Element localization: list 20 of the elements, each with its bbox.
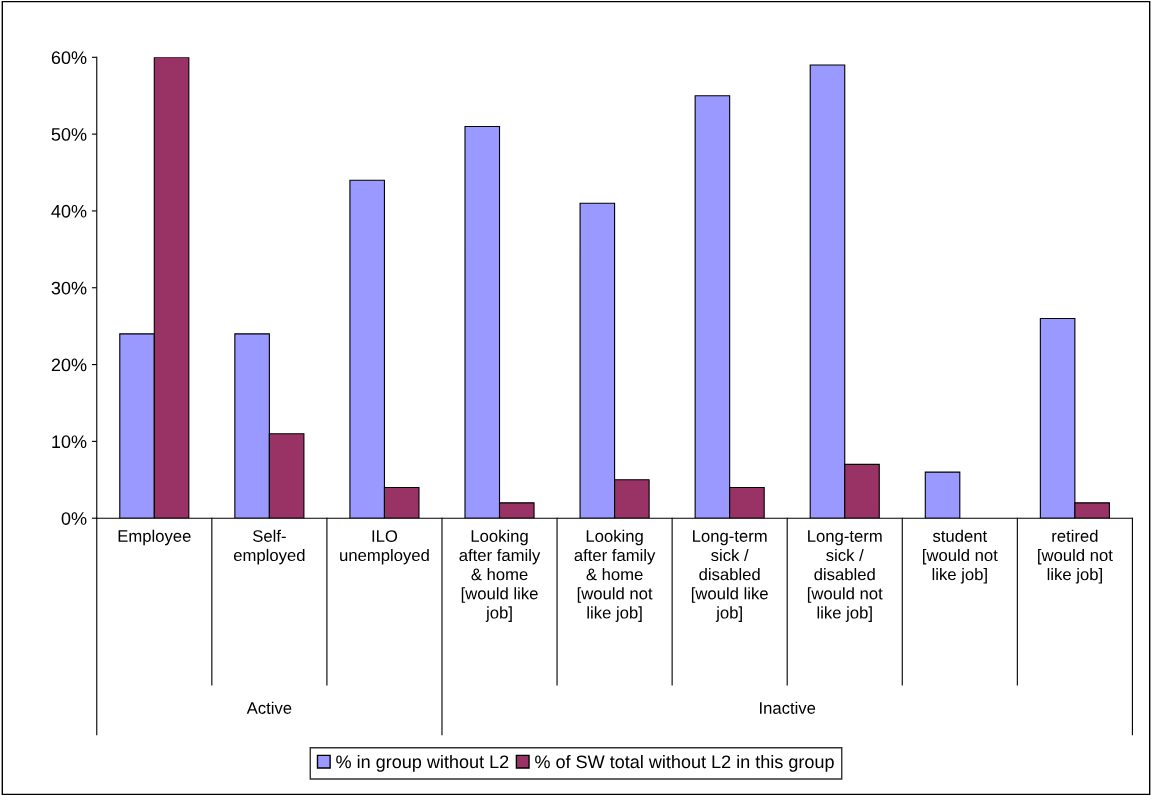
x-tick-label: Self- employed <box>233 529 305 565</box>
legend-label: % in group without L2 <box>336 754 509 772</box>
x-tick-label: student [would not like job] <box>923 529 998 584</box>
x-tick-label: Long-term sick / disabled [would not like job] <box>807 530 883 622</box>
text: Inactive <box>760 701 816 714</box>
x-tick-label: Employee <box>118 529 191 546</box>
x-tick-label: retired [would not like job] <box>1038 529 1113 584</box>
y-tick-label: 10% <box>52 435 87 449</box>
y-tick-label: 0% <box>61 512 87 525</box>
x-tick-label: Looking after family & home [would not like job] <box>574 529 656 622</box>
x-tick-label: Long-term sick / disabled [would like job] <box>691 530 768 622</box>
x-tick-label: ILO unemployed <box>340 530 429 565</box>
x-tick-label: Looking after family & home [would like job] <box>459 529 541 622</box>
y-tick-label: 30% <box>51 281 87 295</box>
legend-label: % of SW total without L2 in this group <box>535 754 834 772</box>
y-tick-label: 50% <box>51 128 87 141</box>
text: Active <box>246 701 292 714</box>
y-tick-label: 20% <box>51 358 87 372</box>
y-tick-label: 60% <box>51 51 87 65</box>
y-tick-label: 40% <box>51 204 87 218</box>
